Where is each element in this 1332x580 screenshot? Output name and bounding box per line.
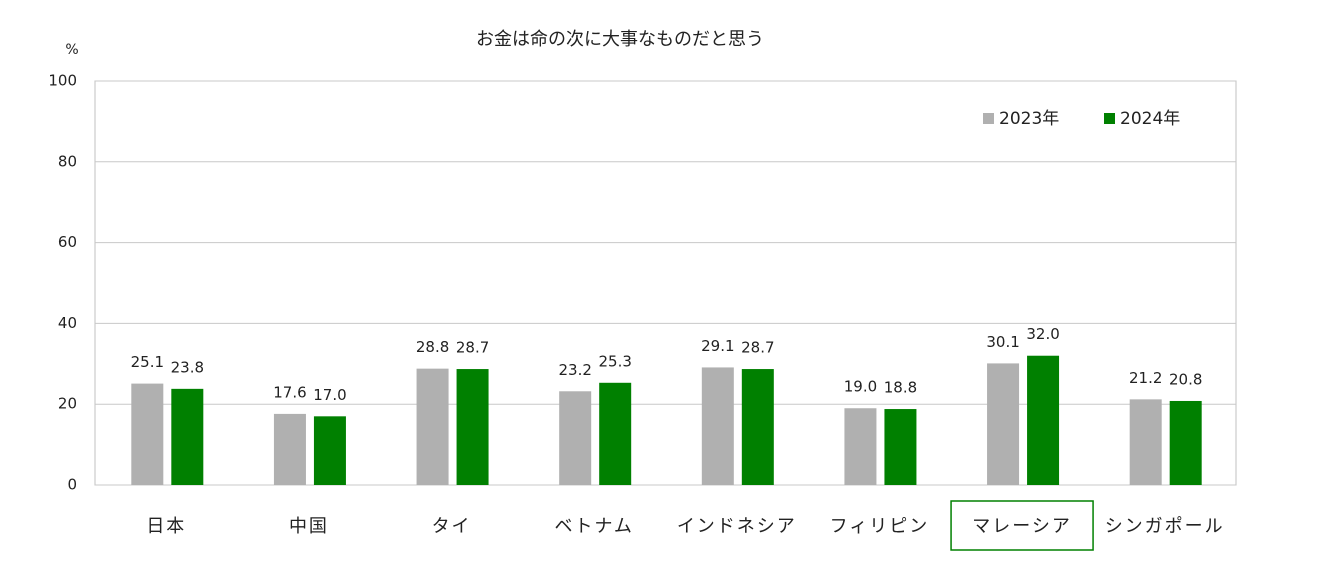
chart-title: お金は命の次に大事なものだと思う — [476, 29, 764, 50]
bar — [131, 383, 164, 485]
bar — [313, 416, 346, 485]
data-label: 19.0 — [844, 378, 877, 396]
data-label: 28.7 — [741, 339, 774, 357]
data-label: 23.2 — [558, 361, 591, 379]
data-label: 29.1 — [701, 337, 734, 355]
bar — [456, 369, 489, 485]
y-tick-label: 100 — [48, 72, 77, 90]
x-tick-label: 日本 — [146, 516, 186, 537]
data-label: 32.0 — [1026, 325, 1059, 343]
bar — [171, 388, 204, 485]
x-tick-label: マレーシア — [972, 516, 1072, 537]
bar — [741, 369, 774, 485]
data-label: 20.8 — [1169, 370, 1202, 388]
x-tick-label: ベトナム — [554, 516, 633, 537]
bar — [559, 391, 592, 485]
x-tick-label: 中国 — [289, 516, 329, 537]
x-tick-label: シンガポール — [1105, 516, 1225, 537]
x-tick-label: フィリピン — [830, 516, 930, 537]
y-tick-label: 40 — [58, 314, 77, 332]
bar — [1027, 355, 1060, 485]
bar — [844, 408, 877, 485]
legend-swatch — [1104, 113, 1115, 124]
x-tick-label: タイ — [432, 516, 472, 537]
bar — [884, 409, 917, 485]
legend-label: 2024年 — [1120, 109, 1180, 129]
data-label: 18.8 — [884, 379, 917, 397]
data-label: 17.0 — [313, 386, 346, 404]
y-tick-label: 60 — [58, 233, 77, 251]
bar — [701, 367, 734, 485]
y-unit: % — [65, 42, 78, 58]
data-label: 21.2 — [1129, 369, 1162, 387]
bar — [1169, 400, 1202, 485]
bar — [599, 382, 632, 485]
plot-area — [94, 80, 1237, 486]
legend-label: 2023年 — [999, 109, 1059, 129]
data-label: 17.6 — [273, 383, 306, 401]
legend-swatch — [983, 113, 994, 124]
data-label: 25.3 — [598, 352, 631, 370]
x-tick-label: インドネシア — [677, 516, 797, 537]
data-label: 28.8 — [416, 338, 449, 356]
bar — [987, 363, 1020, 485]
y-tick-label: 80 — [58, 152, 77, 170]
bar — [1129, 399, 1162, 485]
data-label: 23.8 — [171, 358, 204, 376]
data-label: 25.1 — [131, 353, 164, 371]
bar — [273, 413, 306, 485]
category-highlight — [950, 500, 1094, 551]
y-tick-label: 20 — [58, 395, 77, 413]
data-label: 30.1 — [986, 333, 1019, 351]
y-tick-label: 0 — [67, 476, 77, 494]
bar — [416, 368, 449, 485]
data-label: 28.7 — [456, 339, 489, 357]
